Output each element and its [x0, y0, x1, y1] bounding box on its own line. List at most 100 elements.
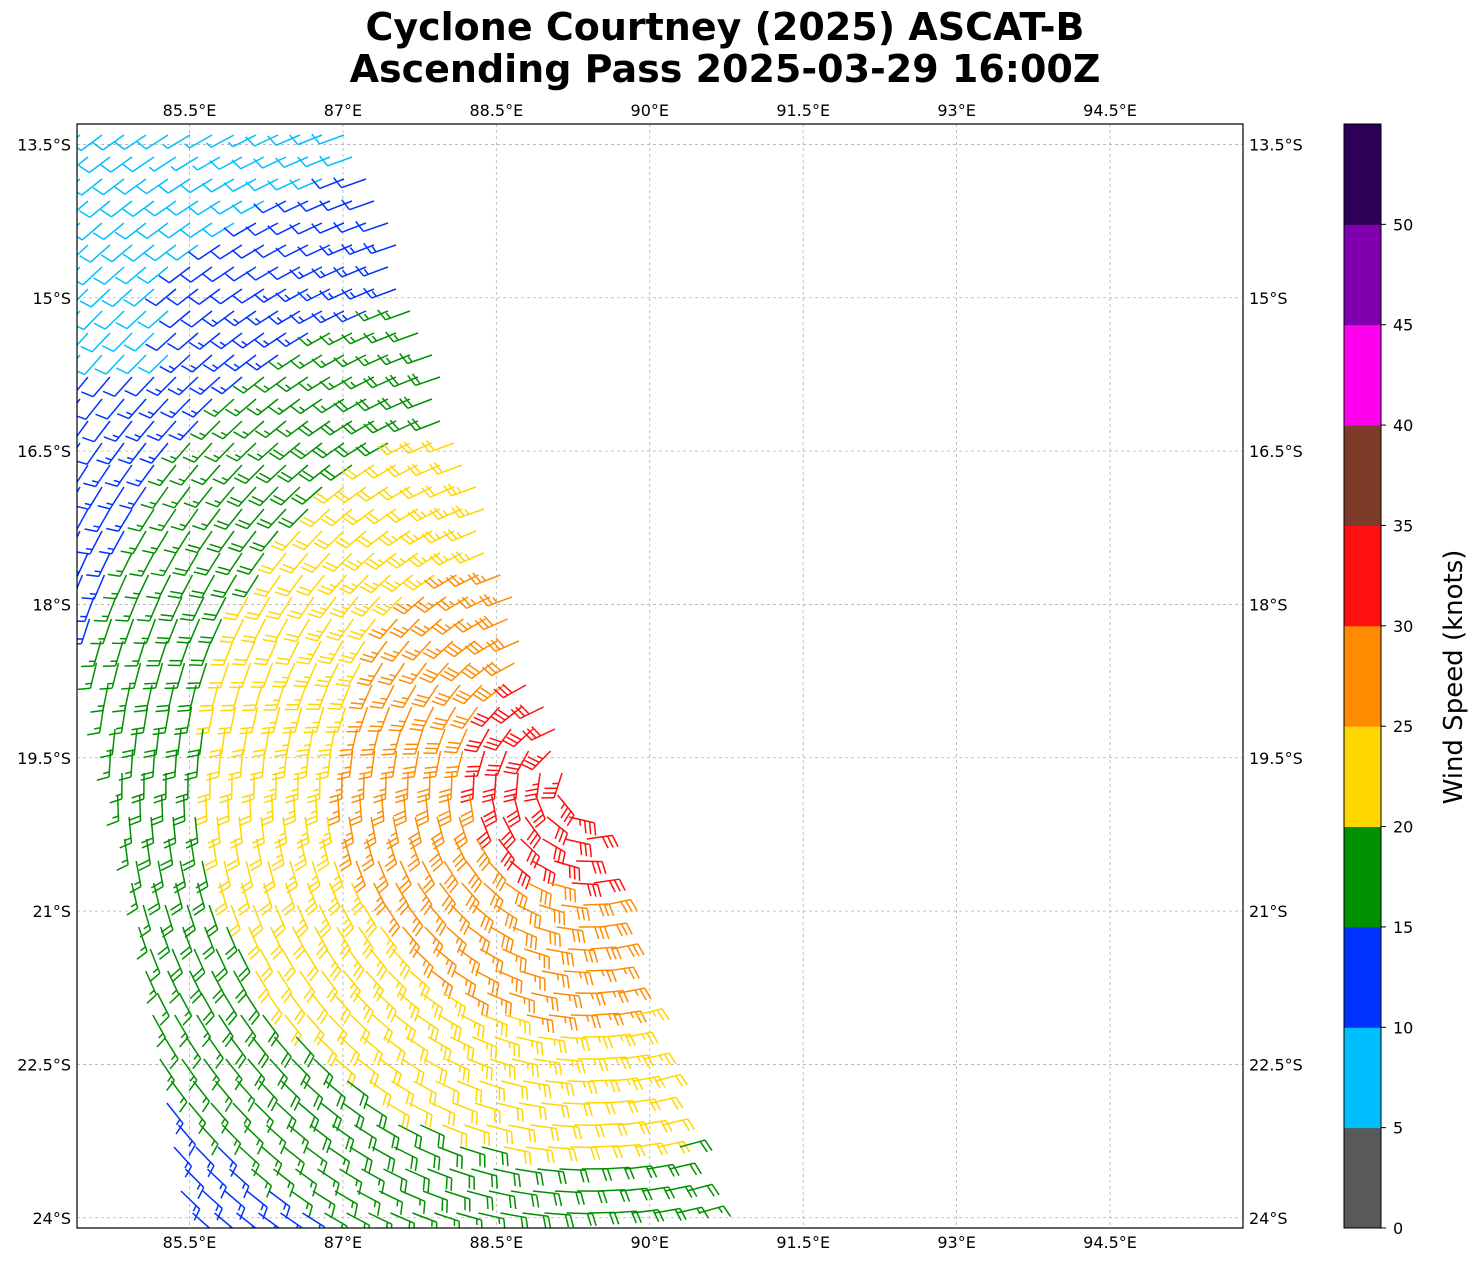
wind-barb	[586, 834, 619, 849]
wind-barb	[189, 970, 202, 1004]
wind-barb	[341, 464, 375, 480]
wind-barb	[122, 244, 155, 262]
wind-barb	[355, 486, 389, 502]
wind-barb	[127, 508, 155, 532]
wind-barb	[258, 1080, 278, 1112]
wind-barb	[250, 904, 264, 938]
wind-barb	[568, 948, 599, 963]
wind-barb	[481, 661, 515, 677]
wind-barb	[255, 464, 287, 484]
wind-barb	[226, 838, 240, 872]
wind-barb	[319, 244, 353, 256]
wind-barb	[585, 969, 617, 983]
wind-barb	[228, 904, 241, 938]
wind-barb	[552, 1124, 583, 1140]
wind-barb	[192, 948, 206, 982]
wind-barb	[399, 352, 433, 365]
wind-barb	[217, 860, 231, 894]
wind-barb	[113, 134, 147, 151]
lat-tick-label-right: 18°S	[1249, 595, 1288, 614]
wind-barb	[114, 178, 147, 195]
wind-barb	[531, 992, 559, 1012]
axis-ticks: 85.5°E 85.5°E 87°E 87°E 88.5°E 88.5°E 90°E 90°E…	[17, 101, 1303, 1252]
wind-barb	[232, 640, 256, 666]
wind-barb	[280, 1080, 301, 1111]
lon-tick-label-top: 87°E	[324, 101, 362, 120]
wind-barb	[122, 200, 155, 218]
wind-barb	[591, 1145, 624, 1159]
wind-barb	[423, 728, 446, 755]
wind-barb	[267, 310, 301, 325]
wind-barb	[421, 439, 455, 453]
wind-barb	[229, 1036, 247, 1069]
wind-barb	[317, 574, 347, 596]
wind-barb	[182, 838, 196, 872]
wind-barb	[407, 373, 441, 387]
wind-barb	[81, 574, 106, 600]
wind-barb	[258, 1212, 280, 1228]
wind-barb	[126, 882, 139, 916]
wind-barb	[518, 1102, 547, 1121]
wind-barb	[167, 574, 194, 599]
wind-barb	[290, 442, 323, 460]
wind-barb	[289, 354, 323, 370]
wind-barb	[184, 750, 200, 781]
wind-barb	[371, 596, 403, 616]
wind-barb	[169, 882, 183, 916]
wind-barb	[475, 838, 491, 872]
wind-barb	[355, 354, 389, 367]
wind-barb	[315, 750, 332, 781]
colorbar-tick-label: 45	[1393, 316, 1413, 335]
wind-barb	[297, 244, 331, 257]
wind-barb	[363, 375, 397, 389]
wind-barb	[277, 464, 309, 483]
wind-barb	[327, 1146, 351, 1174]
wind-barb	[363, 508, 397, 525]
wind-barb	[77, 222, 81, 227]
wind-barb	[214, 882, 228, 916]
wind-barb	[115, 310, 147, 330]
colorbar-tick-label: 40	[1393, 416, 1413, 435]
wind-barb	[170, 948, 184, 982]
colorbar-bin	[1344, 525, 1381, 627]
wind-barb	[106, 508, 133, 532]
wind-barb	[251, 1036, 270, 1069]
wind-barb	[138, 398, 169, 419]
wind-barb	[501, 948, 527, 973]
wind-barb	[253, 156, 287, 169]
wind-barb	[319, 420, 353, 436]
wind-barb	[444, 1190, 471, 1212]
wind-barb	[486, 637, 520, 652]
wind-barb	[210, 332, 243, 350]
wind-barb	[77, 398, 81, 405]
wind-barb	[267, 354, 301, 370]
wind-barb	[179, 222, 213, 238]
wind-barb	[569, 1146, 601, 1160]
wind-barb	[399, 860, 412, 894]
wind-barb	[327, 684, 351, 710]
wind-barb	[341, 288, 375, 300]
wind-barb	[358, 750, 376, 780]
wind-barb	[119, 486, 147, 510]
wind-barb	[268, 398, 301, 415]
wind-barb	[445, 1058, 471, 1083]
wind-barb	[415, 794, 430, 827]
wind-barb	[358, 926, 374, 960]
wind-barb	[140, 486, 169, 509]
wind-barb	[311, 222, 345, 234]
wind-barb	[482, 1014, 508, 1038]
wind-barb	[533, 1058, 563, 1076]
wind-barb	[555, 1058, 586, 1074]
wind-barb	[214, 1080, 233, 1113]
wind-barb	[210, 640, 234, 666]
wind-barb	[383, 1036, 406, 1065]
wind-barb	[510, 704, 544, 720]
wind-barb	[231, 244, 265, 259]
wind-barb	[177, 684, 197, 713]
wind-barb	[147, 464, 177, 487]
wind-barb	[406, 904, 424, 937]
wind-barb	[288, 992, 306, 1025]
wind-barb	[236, 552, 265, 575]
wind-barb	[442, 1124, 468, 1148]
